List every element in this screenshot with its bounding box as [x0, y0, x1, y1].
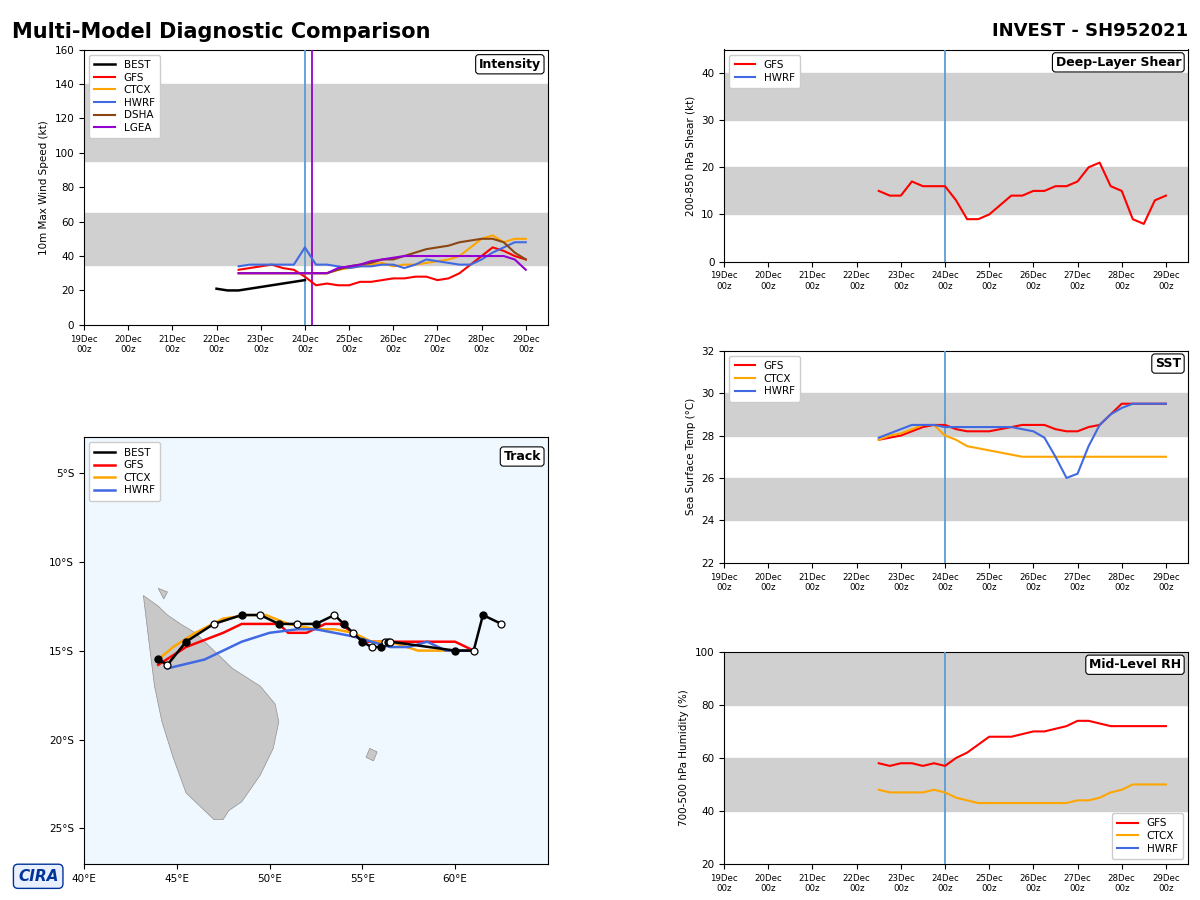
Bar — [724, 73, 1188, 121]
Y-axis label: 700-500 hPa Humidity (%): 700-500 hPa Humidity (%) — [679, 689, 689, 826]
Bar — [84, 84, 548, 161]
Text: Track: Track — [504, 450, 541, 463]
Text: Mid-Level RH: Mid-Level RH — [1088, 658, 1181, 671]
Text: Deep-Layer Shear: Deep-Layer Shear — [1056, 56, 1181, 69]
Y-axis label: 200-850 hPa Shear (kt): 200-850 hPa Shear (kt) — [685, 95, 696, 216]
Legend: BEST, GFS, CTCX, HWRF: BEST, GFS, CTCX, HWRF — [89, 443, 160, 500]
Bar — [84, 213, 548, 265]
Legend: GFS, HWRF: GFS, HWRF — [730, 55, 800, 87]
Polygon shape — [158, 589, 168, 599]
Text: Multi-Model Diagnostic Comparison: Multi-Model Diagnostic Comparison — [12, 22, 431, 42]
Bar — [724, 478, 1188, 520]
Text: CIRA: CIRA — [18, 868, 59, 884]
Text: Intensity: Intensity — [479, 58, 541, 71]
Legend: GFS, CTCX, HWRF: GFS, CTCX, HWRF — [1112, 814, 1183, 859]
Legend: GFS, CTCX, HWRF: GFS, CTCX, HWRF — [730, 356, 800, 401]
Y-axis label: Sea Surface Temp (°C): Sea Surface Temp (°C) — [685, 398, 696, 516]
Text: SST: SST — [1154, 357, 1181, 370]
Bar — [724, 758, 1188, 811]
Polygon shape — [366, 749, 377, 760]
Legend: BEST, GFS, CTCX, HWRF, DSHA, LGEA: BEST, GFS, CTCX, HWRF, DSHA, LGEA — [89, 55, 160, 138]
Text: INVEST - SH952021: INVEST - SH952021 — [992, 22, 1188, 40]
Bar — [724, 167, 1188, 214]
Polygon shape — [143, 596, 278, 820]
Y-axis label: 10m Max Wind Speed (kt): 10m Max Wind Speed (kt) — [38, 120, 49, 255]
Bar — [724, 652, 1188, 705]
Bar — [724, 393, 1188, 436]
